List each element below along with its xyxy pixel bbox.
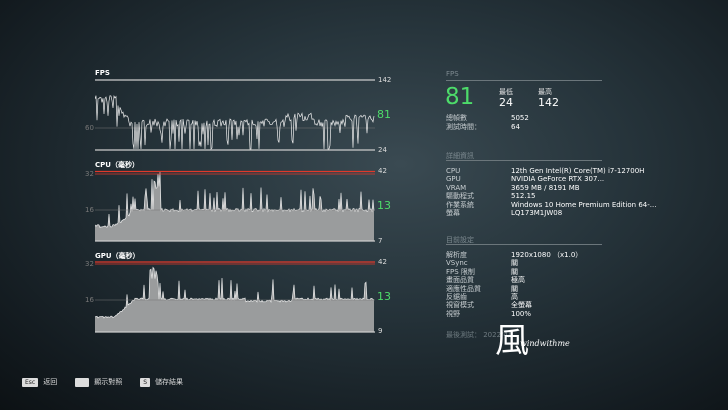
info-value: 64: [511, 123, 520, 131]
fps-max-label: 142: [378, 76, 392, 84]
info-value: 12th Gen Intel(R) Core(TM) i7-12700H: [511, 167, 645, 175]
divider: [446, 80, 602, 81]
fps-graph: [95, 79, 375, 151]
cpu-chart-title: CPU（毫秒）: [95, 161, 139, 169]
info-value: NVIDIA GeForce RTX 307...: [511, 175, 605, 184]
fps-min-label: 24: [378, 146, 387, 154]
info-value: 關: [511, 259, 518, 268]
info-label: VSync: [446, 259, 468, 268]
save-results-button[interactable]: S 儲存結果: [140, 377, 183, 387]
info-label: 螢幕: [446, 209, 460, 217]
gpu-mid-label: 16: [85, 296, 94, 304]
details-header: 詳細資訊: [446, 152, 474, 160]
info-label: 總幀數: [446, 114, 467, 122]
cpu-area: [95, 172, 374, 241]
max-label: 最高: [538, 88, 552, 96]
space-key-icon: [75, 377, 90, 387]
esc-key-icon: Esc: [22, 377, 39, 387]
info-value: 關: [511, 284, 518, 293]
cpu-graph: [95, 170, 375, 242]
save-results-label: 儲存結果: [155, 378, 184, 386]
max-fps-value: 142: [538, 96, 559, 109]
settings-header: 目前設定: [446, 236, 474, 244]
watermark-glyph: 風: [495, 321, 529, 361]
info-label: GPU: [446, 175, 461, 184]
info-label: 驅動程式: [446, 192, 474, 201]
gpu-graph: [95, 261, 375, 333]
gpu-max-label: 42: [378, 258, 387, 266]
info-label: 視野: [446, 309, 460, 318]
info-value: 高: [511, 293, 518, 301]
show-comparison-label: 顯示對照: [94, 378, 123, 386]
fps-chart-title: FPS: [95, 69, 110, 77]
info-label: 測試時間：: [446, 123, 481, 131]
info-value: 3659 MB / 8191 MB: [511, 183, 580, 192]
cpu-mid-label: 16: [85, 206, 94, 214]
last-test-timestamp: 最後測試： 2022/4/: [446, 331, 511, 339]
info-value: 關: [511, 267, 518, 276]
back-label: 返回: [43, 378, 58, 386]
info-value: 1920x1080 （x1.0）: [511, 251, 583, 259]
divider: [446, 160, 602, 161]
cpu-upper-label: 32: [85, 170, 94, 178]
info-value: 極高: [511, 276, 525, 285]
cpu-current-value: 13: [377, 199, 391, 212]
fps-mid-label: 60: [85, 124, 94, 132]
cpu-min-label: 7: [378, 237, 383, 245]
gpu-chart-title: GPU（毫秒）: [95, 252, 140, 260]
gpu-line: [95, 266, 375, 319]
watermark-logo: 風: [495, 322, 529, 360]
back-button[interactable]: Esc 返回: [22, 377, 57, 387]
info-value: 512.15: [511, 192, 536, 201]
cpu-max-label: 42: [378, 167, 387, 175]
info-label: VRAM: [446, 183, 467, 192]
info-value: 100%: [511, 309, 532, 318]
avg-fps-value: 81: [445, 84, 475, 110]
info-value: Windows 10 Home Premium Edition 64-...: [511, 200, 657, 209]
info-value: LQ173M1JW08: [511, 209, 563, 217]
gpu-min-label: 9: [378, 327, 383, 335]
info-value: 5052: [511, 114, 529, 122]
info-label: CPU: [446, 167, 461, 175]
watermark-text: windwithme: [520, 339, 570, 348]
s-key-icon: S: [140, 377, 151, 387]
divider: [446, 244, 602, 245]
info-value: 全螢幕: [511, 301, 532, 310]
min-label: 最低: [499, 88, 513, 96]
fps-current-value: 81: [377, 108, 391, 121]
info-label: 適應性品質: [446, 284, 481, 293]
info-label: 視窗模式: [446, 301, 474, 310]
info-label: 畫面品質: [446, 276, 474, 285]
min-fps-value: 24: [499, 96, 513, 109]
gpu-upper-label: 32: [85, 260, 94, 268]
gpu-current-value: 13: [377, 290, 391, 303]
fps-line: [95, 95, 375, 150]
info-label: 作業系統: [446, 200, 474, 209]
footer-actions: Esc 返回 顯示對照 S 儲存結果: [22, 377, 183, 387]
info-label: FPS 限制: [446, 267, 475, 276]
fps-section-header: FPS: [446, 70, 459, 78]
info-label: 反鋸齒: [446, 293, 467, 301]
show-comparison-button[interactable]: 顯示對照: [75, 377, 122, 387]
info-label: 解析度: [446, 251, 467, 259]
